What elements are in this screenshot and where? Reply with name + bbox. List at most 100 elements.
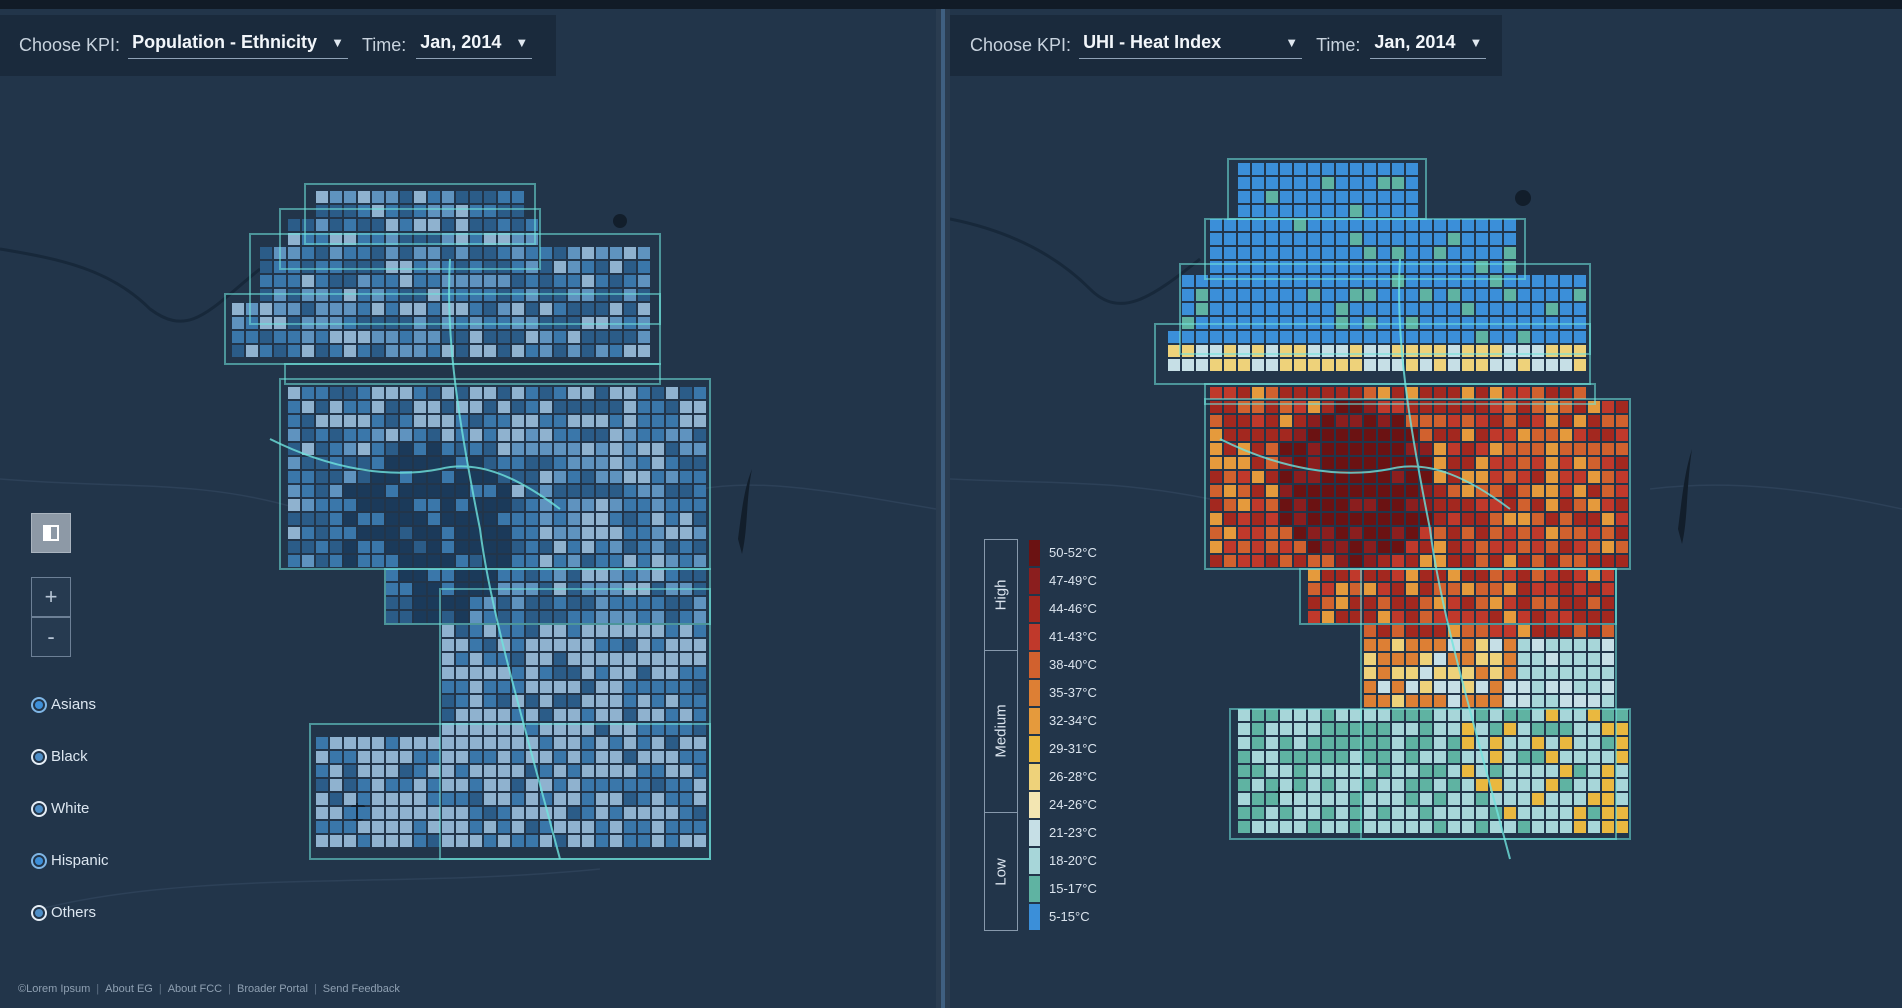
grid-cell[interactable] xyxy=(1196,345,1208,357)
grid-cell[interactable] xyxy=(1616,555,1628,567)
grid-cell[interactable] xyxy=(1434,793,1446,805)
grid-cell[interactable] xyxy=(540,247,552,259)
grid-cell[interactable] xyxy=(316,471,328,483)
grid-cell[interactable] xyxy=(1560,723,1572,735)
grid-cell[interactable] xyxy=(316,555,328,567)
grid-cell[interactable] xyxy=(1518,527,1530,539)
grid-cell[interactable] xyxy=(1476,359,1488,371)
grid-cell[interactable] xyxy=(1252,513,1264,525)
grid-cell[interactable] xyxy=(1532,653,1544,665)
grid-cell[interactable] xyxy=(568,429,580,441)
grid-cell[interactable] xyxy=(1448,695,1460,707)
grid-cell[interactable] xyxy=(1378,597,1390,609)
grid-cell[interactable] xyxy=(1280,457,1292,469)
grid-cell[interactable] xyxy=(1322,177,1334,189)
grid-cell[interactable] xyxy=(1434,611,1446,623)
grid-cell[interactable] xyxy=(1546,499,1558,511)
grid-cell[interactable] xyxy=(1252,709,1264,721)
grid-cell[interactable] xyxy=(1252,177,1264,189)
grid-cell[interactable] xyxy=(554,751,566,763)
grid-cell[interactable] xyxy=(414,751,426,763)
grid-cell[interactable] xyxy=(1350,303,1362,315)
grid-cell[interactable] xyxy=(1364,387,1376,399)
grid-cell[interactable] xyxy=(554,611,566,623)
grid-cell[interactable] xyxy=(1434,261,1446,273)
grid-cell[interactable] xyxy=(1602,667,1614,679)
grid-cell[interactable] xyxy=(302,457,314,469)
grid-cell[interactable] xyxy=(568,331,580,343)
grid-cell[interactable] xyxy=(1490,513,1502,525)
grid-cell[interactable] xyxy=(1462,513,1474,525)
grid-cell[interactable] xyxy=(1574,527,1586,539)
grid-cell[interactable] xyxy=(484,499,496,511)
grid-cell[interactable] xyxy=(344,499,356,511)
grid-cell[interactable] xyxy=(1392,233,1404,245)
grid-cell[interactable] xyxy=(1462,261,1474,273)
grid-cell[interactable] xyxy=(1420,387,1432,399)
grid-cell[interactable] xyxy=(638,247,650,259)
grid-cell[interactable] xyxy=(652,667,664,679)
grid-cell[interactable] xyxy=(1378,359,1390,371)
grid-cell[interactable] xyxy=(400,821,412,833)
grid-cell[interactable] xyxy=(1560,415,1572,427)
grid-cell[interactable] xyxy=(1504,779,1516,791)
grid-cell[interactable] xyxy=(596,723,608,735)
grid-cell[interactable] xyxy=(1490,653,1502,665)
grid-cell[interactable] xyxy=(428,485,440,497)
grid-cell[interactable] xyxy=(1392,625,1404,637)
grid-cell[interactable] xyxy=(414,345,426,357)
grid-cell[interactable] xyxy=(526,429,538,441)
grid-cell[interactable] xyxy=(1350,569,1362,581)
grid-cell[interactable] xyxy=(596,639,608,651)
grid-cell[interactable] xyxy=(1560,681,1572,693)
grid-cell[interactable] xyxy=(414,261,426,273)
grid-cell[interactable] xyxy=(1546,765,1558,777)
grid-cell[interactable] xyxy=(1448,457,1460,469)
grid-cell[interactable] xyxy=(1406,597,1418,609)
grid-cell[interactable] xyxy=(1602,625,1614,637)
grid-cell[interactable] xyxy=(358,415,370,427)
grid-cell[interactable] xyxy=(596,835,608,847)
grid-cell[interactable] xyxy=(1266,205,1278,217)
grid-cell[interactable] xyxy=(1420,681,1432,693)
grid-cell[interactable] xyxy=(1434,345,1446,357)
grid-cell[interactable] xyxy=(1364,443,1376,455)
grid-cell[interactable] xyxy=(1602,653,1614,665)
grid-cell[interactable] xyxy=(1252,275,1264,287)
grid-cell[interactable] xyxy=(1280,191,1292,203)
grid-cell[interactable] xyxy=(456,499,468,511)
grid-cell[interactable] xyxy=(1574,611,1586,623)
grid-cell[interactable] xyxy=(1364,555,1376,567)
grid-cell[interactable] xyxy=(1392,583,1404,595)
grid-cell[interactable] xyxy=(358,191,370,203)
grid-cell[interactable] xyxy=(596,569,608,581)
grid-cell[interactable] xyxy=(1518,331,1530,343)
grid-cell[interactable] xyxy=(400,345,412,357)
grid-cell[interactable] xyxy=(1490,583,1502,595)
grid-cell[interactable] xyxy=(358,457,370,469)
grid-cell[interactable] xyxy=(526,541,538,553)
grid-cell[interactable] xyxy=(1588,807,1600,819)
grid-cell[interactable] xyxy=(316,205,328,217)
grid-cell[interactable] xyxy=(428,387,440,399)
grid-cell[interactable] xyxy=(400,569,412,581)
grid-cell[interactable] xyxy=(554,765,566,777)
grid-cell[interactable] xyxy=(1252,765,1264,777)
grid-cell[interactable] xyxy=(1364,289,1376,301)
grid-cell[interactable] xyxy=(1560,625,1572,637)
grid-cell[interactable] xyxy=(610,667,622,679)
grid-cell[interactable] xyxy=(1490,625,1502,637)
grid-cell[interactable] xyxy=(1350,457,1362,469)
grid-cell[interactable] xyxy=(358,471,370,483)
grid-cell[interactable] xyxy=(1294,387,1306,399)
grid-cell[interactable] xyxy=(386,331,398,343)
grid-cell[interactable] xyxy=(1210,303,1222,315)
grid-cell[interactable] xyxy=(554,457,566,469)
grid-cell[interactable] xyxy=(1532,303,1544,315)
grid-cell[interactable] xyxy=(540,401,552,413)
grid-cell[interactable] xyxy=(330,275,342,287)
grid-cell[interactable] xyxy=(526,569,538,581)
grid-cell[interactable] xyxy=(1434,639,1446,651)
grid-cell[interactable] xyxy=(344,261,356,273)
grid-cell[interactable] xyxy=(666,611,678,623)
